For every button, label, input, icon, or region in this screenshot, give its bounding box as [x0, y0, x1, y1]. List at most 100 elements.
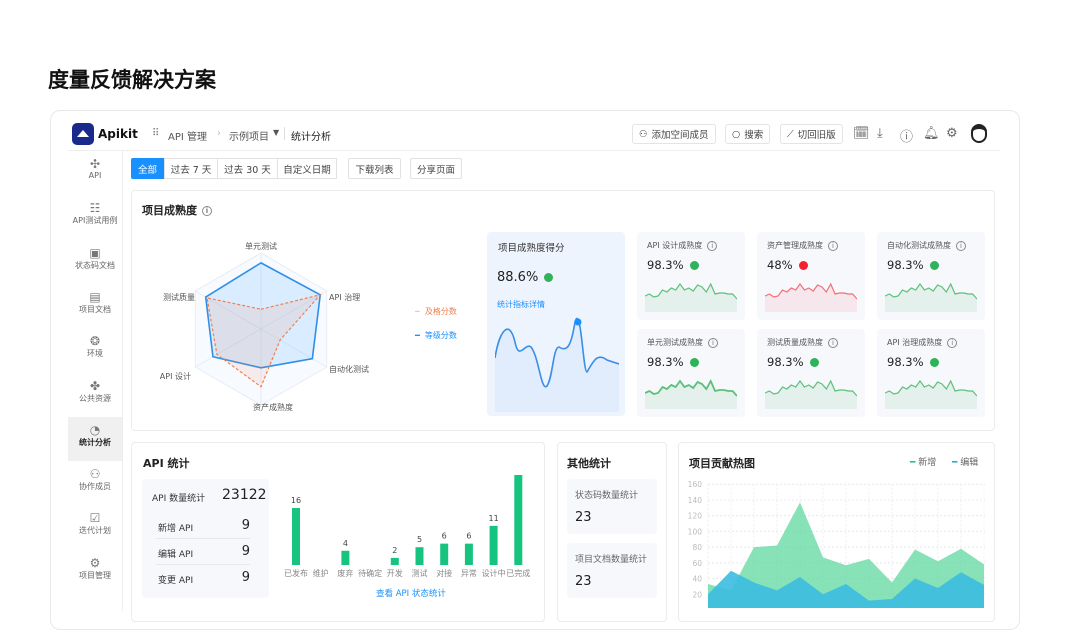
sparkline-fill	[885, 381, 977, 409]
sidebar-item[interactable]: ⚙ 项目管理	[68, 550, 122, 594]
bar-value-label: 4	[343, 539, 348, 548]
search-button[interactable]: ○ 搜索	[725, 124, 771, 144]
breadcrumb-api-manage[interactable]: API 管理	[168, 132, 207, 143]
settings-icon[interactable]: ⚙	[946, 126, 958, 141]
sparkline-line	[765, 282, 857, 300]
sidebar-item[interactable]: ✣ API	[68, 151, 122, 195]
sidebar-item[interactable]: ⚇ 协作成员	[68, 461, 122, 505]
download-list-button[interactable]: 下载列表	[348, 158, 401, 179]
y-tick-label: 100	[688, 527, 703, 536]
user-add-icon: ⚇	[639, 128, 648, 140]
sparkline-line	[765, 379, 857, 397]
radar-axis-label: API 治理	[329, 292, 360, 302]
bar	[292, 508, 300, 565]
sparkline-fill	[645, 381, 737, 409]
download-icon[interactable]: ⤓	[877, 126, 883, 141]
info-icon[interactable]: i	[947, 337, 958, 348]
radar-axis-label: API 设计	[160, 371, 191, 381]
bell-icon[interactable]: 🔔︎	[923, 126, 940, 141]
maturity-card: 测试质量成熟度 i 98.3%	[757, 329, 865, 417]
legend-edit: ━ 编辑	[952, 458, 979, 468]
sparkline	[885, 282, 977, 312]
filter-30-days[interactable]: 过去 30 天	[217, 158, 278, 179]
bar-category-label: 对接	[436, 568, 452, 578]
bar-category-label: 已发布	[284, 568, 308, 578]
info-icon[interactable]: i	[708, 337, 718, 348]
sparkline	[885, 379, 977, 409]
trend-up-icon	[809, 358, 819, 367]
avatar[interactable]	[971, 124, 987, 143]
search-icon: ○	[732, 128, 741, 140]
apikit-logo	[72, 123, 94, 145]
share-page-button[interactable]: 分享页面	[410, 158, 462, 179]
filter-7-days[interactable]: 过去 7 天	[164, 158, 218, 179]
project-select[interactable]: 示例项目	[229, 132, 269, 143]
filter-all[interactable]: 全部	[131, 158, 164, 179]
radar-axis-label: 单元测试	[245, 241, 277, 251]
magic-wand-icon: ⟋	[787, 128, 794, 140]
sidebar-icon: ✤	[89, 378, 101, 393]
sparkline-line	[495, 317, 619, 388]
heatmap-title: 项目贡献热图	[689, 457, 755, 470]
add-member-button[interactable]: ⚇ 添加空间成员	[632, 124, 716, 144]
sparkline-line	[885, 282, 977, 300]
y-tick-label: 20	[692, 590, 702, 599]
sidebar-item[interactable]: ▤ 项目文档	[68, 284, 122, 328]
caret-down-icon[interactable]: ▼	[273, 128, 280, 137]
info-icon[interactable]: i	[828, 240, 838, 251]
maturity-card: 资产管理成熟度 i 48%	[757, 232, 865, 320]
maturity-card: API 设计成熟度 i 98.3%	[637, 232, 745, 320]
sidebar-icon: ◔	[89, 422, 101, 437]
info-icon[interactable]: i	[707, 240, 718, 251]
bar-value-label: 11	[489, 514, 499, 523]
sidebar-item[interactable]: ✤ 公共资源	[68, 373, 122, 417]
area-series-edit	[708, 570, 984, 608]
radar-axis-label: 资产成熟度	[253, 402, 293, 412]
y-tick-label: 140	[688, 496, 703, 505]
trend-down-icon	[798, 261, 808, 270]
bar-value-label: 5	[417, 535, 422, 544]
api-stat-row: 编辑 API 9	[156, 539, 250, 565]
sidebar-item[interactable]: ◔ 统计分析	[68, 416, 122, 461]
radar-axis	[260, 290, 327, 330]
help-icon[interactable]: ⓘ	[900, 130, 914, 145]
grid-icon[interactable]: ⠿	[152, 128, 160, 139]
project-doc-count-card: 项目文档数量统计 23	[567, 543, 657, 598]
sparkline-line	[645, 282, 737, 300]
sidebar-item[interactable]: ▣ 状态码文档	[68, 240, 122, 284]
bar-category-label: 异常	[461, 569, 477, 578]
view-api-status-link[interactable]: 查看 API 状态统计	[376, 589, 446, 599]
sidebar-icon: ✣	[89, 157, 101, 171]
trend-up-icon	[929, 358, 939, 367]
sidebar-item[interactable]: ☑ 迭代计划	[68, 505, 122, 549]
page-title: 度量反馈解决方案	[48, 68, 216, 92]
bar	[440, 543, 449, 565]
info-icon[interactable]: i	[956, 240, 966, 251]
sparkline	[765, 379, 857, 409]
filter-custom-date[interactable]: 自定义日期	[277, 158, 337, 179]
maturity-card: API 治理成熟度 i 98.3%	[877, 329, 985, 417]
sidebar-icon: ▣	[89, 245, 101, 260]
sidebar-icon: ▤	[89, 289, 101, 304]
bar-value-label: 16	[291, 496, 301, 505]
bar-category-label: 维护	[313, 568, 329, 578]
switch-old-button[interactable]: ⟋ 切回旧版	[780, 124, 843, 144]
y-tick-label: 40	[692, 575, 702, 584]
calendar-icon[interactable]: 🗓︎	[853, 126, 870, 141]
api-stats-title: API 统计	[143, 457, 190, 470]
trend-up-icon	[689, 358, 699, 367]
trend-up-icon	[544, 273, 554, 282]
breadcrumb-current: 统计分析	[291, 132, 331, 143]
info-icon[interactable]: i	[202, 206, 212, 216]
bar-value-label: 6	[442, 532, 447, 541]
sidebar-item[interactable]: ❂ 环境	[68, 328, 122, 372]
bar-category-label: 开发	[387, 568, 403, 578]
sidebar-icon: ⚙	[89, 555, 101, 570]
sidebar-item[interactable]: ☷ API测试用例	[68, 195, 122, 239]
trend-up-icon	[689, 261, 699, 270]
sparkline-fill	[885, 284, 977, 312]
stats-detail-link[interactable]: 统计指标详情	[497, 300, 545, 309]
maturity-card: 单元测试成熟度 i 98.3%	[637, 329, 745, 417]
info-icon[interactable]: i	[828, 337, 838, 348]
